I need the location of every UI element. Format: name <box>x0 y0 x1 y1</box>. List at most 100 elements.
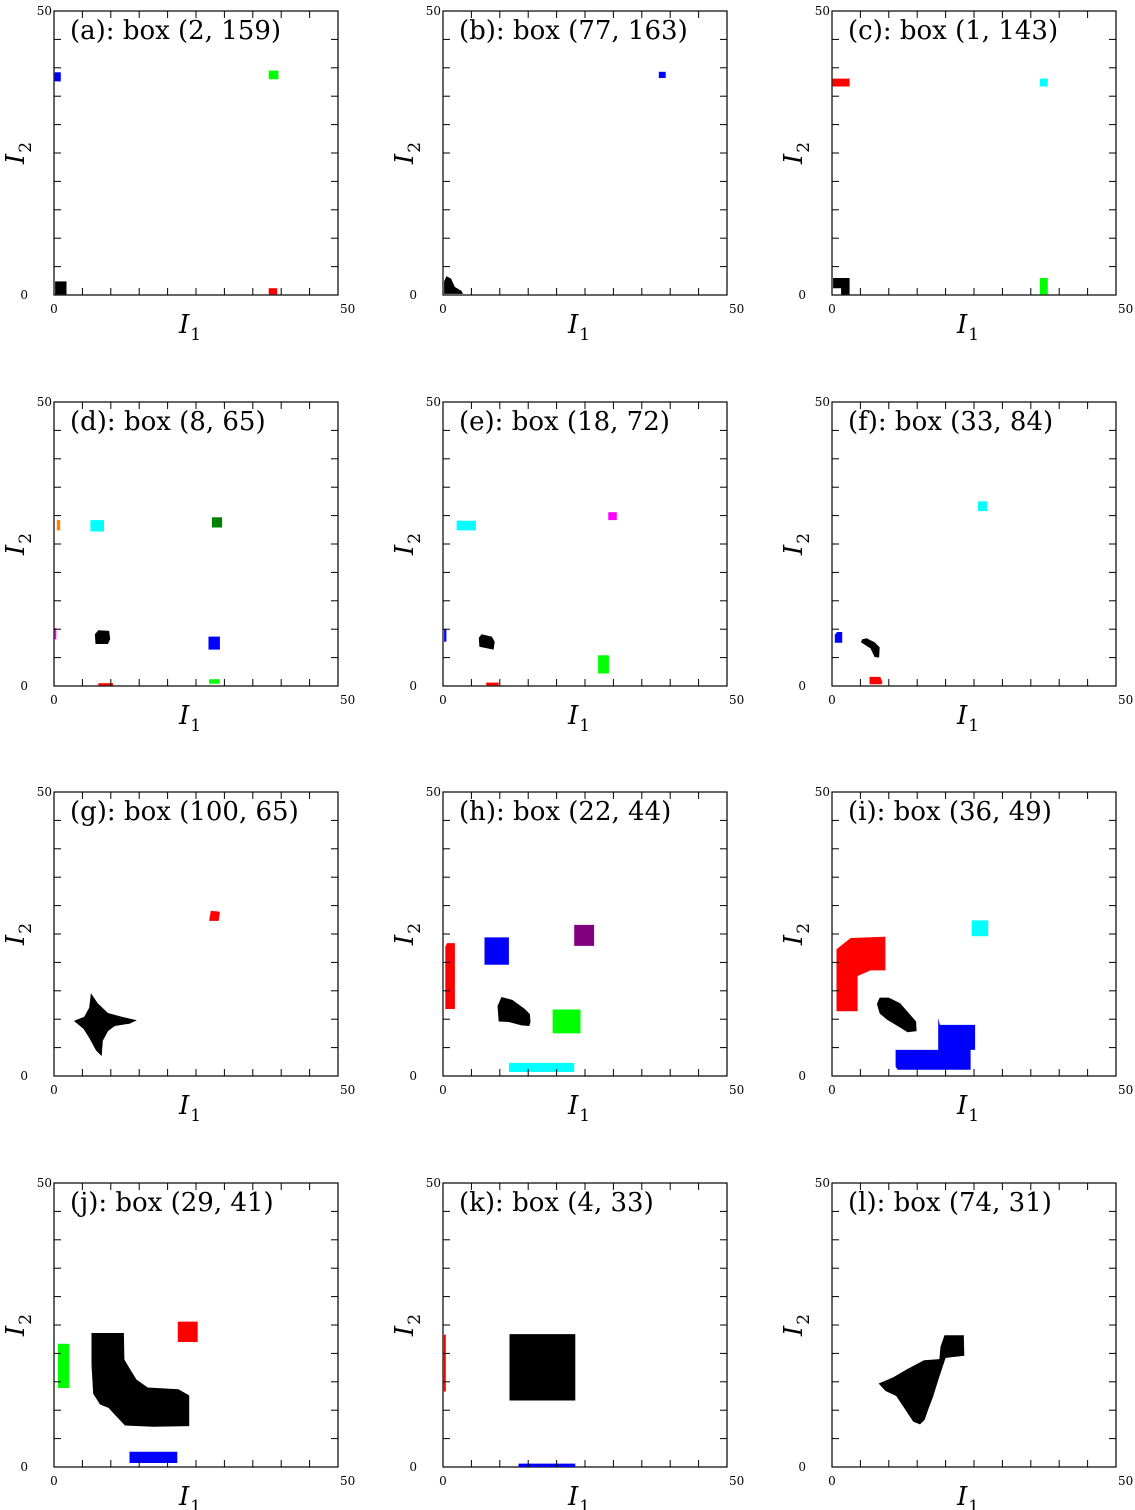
panel-title: (g): box (100, 65) <box>70 797 299 827</box>
x-axis-label: I1 <box>567 310 590 345</box>
panel-e: 0 50 0 50 I1 I2 (e): box (18, 72) <box>390 395 744 736</box>
panel-l: 0 50 0 50 I1 I2 (l): box (74, 31) <box>779 1176 1133 1510</box>
plot-frame <box>831 1182 1117 1468</box>
y-tick-label: 50 <box>815 395 830 409</box>
x-axis-label: I1 <box>178 701 201 736</box>
x-tick-label: 0 <box>50 302 58 316</box>
y-axis-label: I2 <box>390 1314 425 1337</box>
region-blue <box>444 629 447 642</box>
y-tick-label: 0 <box>409 679 417 693</box>
x-axis-label: I1 <box>956 1091 979 1126</box>
panel-a: 0 50 0 50 I1 I2 (a): box (2, 159) <box>1 4 355 345</box>
panel-j: 0 50 0 50 I1 I2 (j): box (29, 41) <box>1 1176 355 1510</box>
region-green <box>268 70 279 80</box>
region-cyan <box>90 520 104 532</box>
x-tick-label: 50 <box>340 302 355 316</box>
x-tick-label: 0 <box>50 1474 58 1488</box>
x-tick-label: 0 <box>439 693 447 707</box>
region-red <box>268 288 278 295</box>
region-magenta <box>608 512 617 521</box>
y-tick-label: 0 <box>409 1460 417 1474</box>
plot-frame <box>53 10 339 296</box>
y-tick-label: 0 <box>798 1069 806 1083</box>
panel-b: 0 50 0 50 I1 I2 (b): box (77, 163) <box>390 4 744 345</box>
region-red <box>486 682 499 686</box>
region-black <box>861 638 880 658</box>
region-black <box>833 278 850 295</box>
panel-title: (d): box (8, 65) <box>70 407 266 437</box>
x-tick-label: 50 <box>340 693 355 707</box>
x-tick-label: 0 <box>828 1083 836 1097</box>
panel-title: (a): box (2, 159) <box>70 16 281 46</box>
panel-k: 0 50 0 50 I1 I2 (k): box (4, 33) <box>390 1176 744 1510</box>
y-axis-label: I2 <box>390 142 425 165</box>
region-red <box>443 1334 446 1392</box>
panel-c: 0 50 0 50 I1 I2 (c): box (1, 143) <box>779 4 1133 345</box>
y-tick-label: 50 <box>426 785 441 799</box>
x-tick-label: 50 <box>1118 1474 1133 1488</box>
y-tick-label: 0 <box>20 288 28 302</box>
y-tick-label: 0 <box>20 1460 28 1474</box>
region-red <box>177 1321 198 1342</box>
panel-title: (f): box (33, 84) <box>848 407 1053 437</box>
region-green <box>58 1343 70 1388</box>
x-axis-label: I1 <box>178 310 201 345</box>
y-axis-label: I2 <box>779 923 814 946</box>
x-tick-label: 50 <box>1118 302 1133 316</box>
x-tick-label: 50 <box>340 1083 355 1097</box>
region-black <box>73 993 137 1057</box>
y-axis-label: I2 <box>779 533 814 556</box>
y-axis-label: I2 <box>1 923 36 946</box>
x-tick-label: 0 <box>828 1474 836 1488</box>
panel-title: (l): box (74, 31) <box>848 1188 1052 1218</box>
region-black <box>497 997 531 1026</box>
region-cyan <box>508 1062 575 1072</box>
region-blue <box>518 1463 576 1467</box>
x-tick-label: 0 <box>50 1083 58 1097</box>
panel-d: 0 50 0 50 I1 I2 (d): box (8, 65) <box>1 395 355 736</box>
region-orange <box>56 520 61 531</box>
region-purple <box>574 924 595 946</box>
region-cyan <box>456 520 476 531</box>
region-blue <box>484 937 509 965</box>
x-tick-label: 50 <box>729 1083 744 1097</box>
panel-i: 0 50 0 50 I1 I2 (i): box (36, 49) <box>779 785 1133 1126</box>
panel-title: (b): box (77, 163) <box>459 16 688 46</box>
region-red <box>836 936 886 1012</box>
y-tick-label: 50 <box>426 4 441 18</box>
y-tick-label: 0 <box>798 679 806 693</box>
y-tick-label: 50 <box>426 395 441 409</box>
x-axis-label: I1 <box>567 1482 590 1510</box>
region-magenta <box>54 628 57 640</box>
y-tick-label: 50 <box>37 785 52 799</box>
x-tick-label: 50 <box>729 302 744 316</box>
x-axis-label: I1 <box>956 310 979 345</box>
x-axis-label: I1 <box>178 1482 201 1510</box>
x-tick-label: 50 <box>1118 693 1133 707</box>
y-tick-label: 0 <box>20 1069 28 1083</box>
y-axis-label: I2 <box>1 1314 36 1337</box>
region-red <box>209 910 220 921</box>
y-tick-label: 0 <box>409 1069 417 1083</box>
region-green <box>209 679 220 684</box>
y-tick-label: 0 <box>409 288 417 302</box>
x-tick-label: 0 <box>439 1083 447 1097</box>
region-cyan <box>978 501 988 512</box>
panel-title: (h): box (22, 44) <box>459 797 671 827</box>
y-tick-label: 0 <box>798 288 806 302</box>
region-black <box>509 1334 576 1401</box>
region-red <box>869 676 883 685</box>
x-tick-label: 50 <box>1118 1083 1133 1097</box>
panel-g: 0 50 0 50 I1 I2 (g): box (100, 65) <box>1 785 355 1126</box>
y-tick-label: 50 <box>37 395 52 409</box>
plot-frame <box>831 10 1117 296</box>
x-tick-label: 0 <box>50 693 58 707</box>
plot-frame <box>442 1182 728 1468</box>
y-axis-label: I2 <box>390 533 425 556</box>
region-cyan <box>971 920 989 937</box>
x-tick-label: 0 <box>439 1474 447 1488</box>
y-tick-label: 50 <box>426 1176 441 1190</box>
panel-title: (k): box (4, 33) <box>459 1188 654 1218</box>
x-tick-label: 50 <box>729 1474 744 1488</box>
